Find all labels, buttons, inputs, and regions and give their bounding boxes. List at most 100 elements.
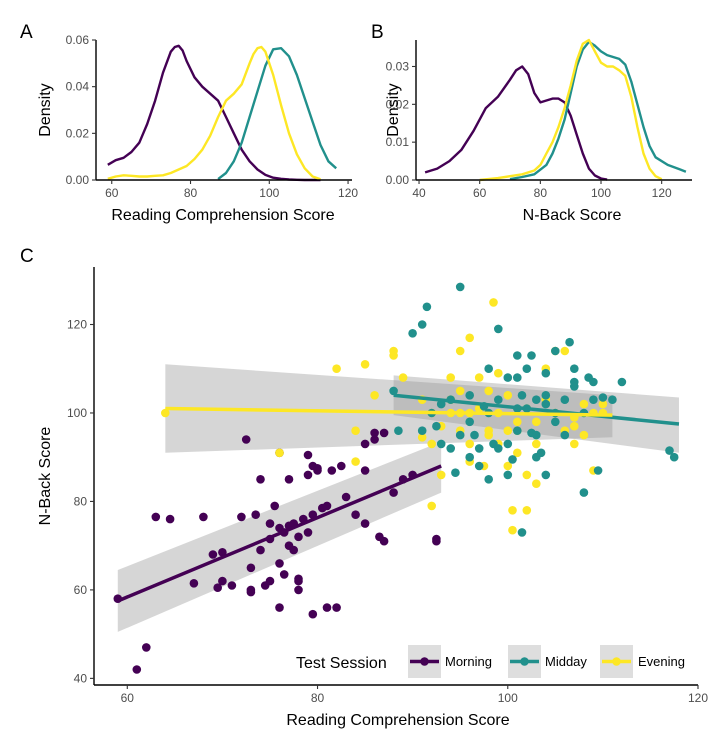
point-midday [513, 426, 522, 436]
point-evening [398, 373, 408, 382]
point-evening [503, 426, 513, 436]
x-axis-title: N-Back Score [523, 207, 622, 224]
point-midday [560, 395, 570, 405]
point-midday [503, 470, 513, 480]
legend-label-midday: Midday [545, 654, 587, 669]
x-axis-title: Reading Comprehension Score [286, 712, 509, 729]
point-morning [218, 576, 227, 586]
point-midday [417, 320, 427, 329]
point-morning [370, 435, 379, 444]
point-evening [351, 457, 360, 466]
x-tick-label: 80 [184, 186, 198, 200]
point-midday [465, 417, 475, 427]
point-morning [303, 470, 313, 480]
point-morning [341, 492, 351, 502]
legend-dot [520, 657, 529, 666]
point-midday [494, 444, 503, 453]
point-morning [165, 514, 175, 524]
legend-title: Test Session [296, 655, 387, 672]
point-midday [389, 386, 398, 396]
point-morning [294, 585, 303, 595]
point-evening [570, 421, 579, 431]
ci-band-evening [165, 364, 613, 453]
x-tick-label: 80 [311, 691, 325, 705]
point-evening [275, 448, 284, 458]
point-morning [322, 501, 332, 511]
x-tick-label: 120 [652, 186, 672, 200]
point-evening [360, 360, 370, 369]
point-midday [484, 364, 494, 374]
point-morning [389, 488, 398, 497]
point-evening [522, 506, 532, 515]
point-evening [161, 408, 170, 418]
point-midday [570, 364, 579, 374]
density-line-morning [107, 44, 321, 182]
point-midday [669, 452, 679, 462]
point-midday [565, 337, 574, 347]
legend-label-morning: Morning [445, 654, 492, 669]
point-morning [275, 559, 284, 568]
point-midday [589, 377, 598, 387]
point-evening [503, 391, 513, 400]
point-morning [294, 532, 303, 542]
point-midday [541, 399, 551, 409]
point-midday [484, 475, 494, 484]
point-evening [427, 501, 437, 511]
y-tick-label: 80 [74, 494, 88, 508]
point-midday [513, 351, 522, 360]
point-morning [246, 587, 256, 597]
point-midday [470, 430, 479, 440]
point-morning [241, 435, 251, 444]
point-midday [541, 368, 551, 378]
point-morning [351, 510, 360, 519]
y-tick-label: 0.02 [66, 126, 90, 140]
legend: Test Session Morning Midday Evening [296, 645, 685, 678]
x-tick-label: 120 [688, 691, 708, 705]
point-midday [517, 391, 527, 400]
point-evening [570, 439, 579, 449]
point-midday [665, 446, 674, 455]
point-midday [551, 346, 560, 356]
point-midday [527, 351, 536, 360]
point-morning [370, 428, 379, 438]
y-tick-label: 100 [67, 406, 87, 420]
point-evening [598, 399, 608, 409]
point-midday [446, 444, 456, 453]
point-midday [455, 282, 465, 292]
panel-letter: B [371, 22, 384, 43]
point-midday [474, 461, 484, 471]
point-morning [270, 501, 280, 511]
point-midday [417, 426, 427, 436]
point-morning [246, 563, 256, 573]
point-midday [503, 439, 513, 449]
point-evening [494, 368, 503, 378]
point-midday [432, 421, 441, 431]
point-evening [579, 399, 589, 409]
point-evening [522, 470, 532, 480]
x-tick-label: 60 [121, 691, 135, 705]
y-tick-label: 0.03 [386, 59, 410, 73]
y-tick-label: 0.04 [66, 80, 90, 94]
point-morning [379, 536, 389, 546]
point-evening [513, 417, 522, 427]
point-morning [294, 576, 303, 586]
point-morning [256, 545, 265, 555]
fit-line-midday [393, 393, 680, 426]
point-midday [589, 395, 598, 405]
point-midday [608, 395, 617, 405]
point-evening [508, 525, 517, 535]
point-morning [151, 512, 161, 522]
point-morning [237, 512, 246, 522]
y-axis-title: N-Back Score [37, 427, 54, 526]
ci-band-morning [117, 441, 442, 632]
point-midday [494, 395, 503, 405]
point-midday [394, 426, 403, 436]
point-midday [455, 430, 465, 440]
point-morning [360, 519, 370, 528]
point-midday [451, 468, 460, 478]
point-midday [617, 377, 627, 387]
point-midday [436, 439, 446, 449]
point-morning [265, 519, 275, 528]
point-midday [593, 466, 603, 475]
